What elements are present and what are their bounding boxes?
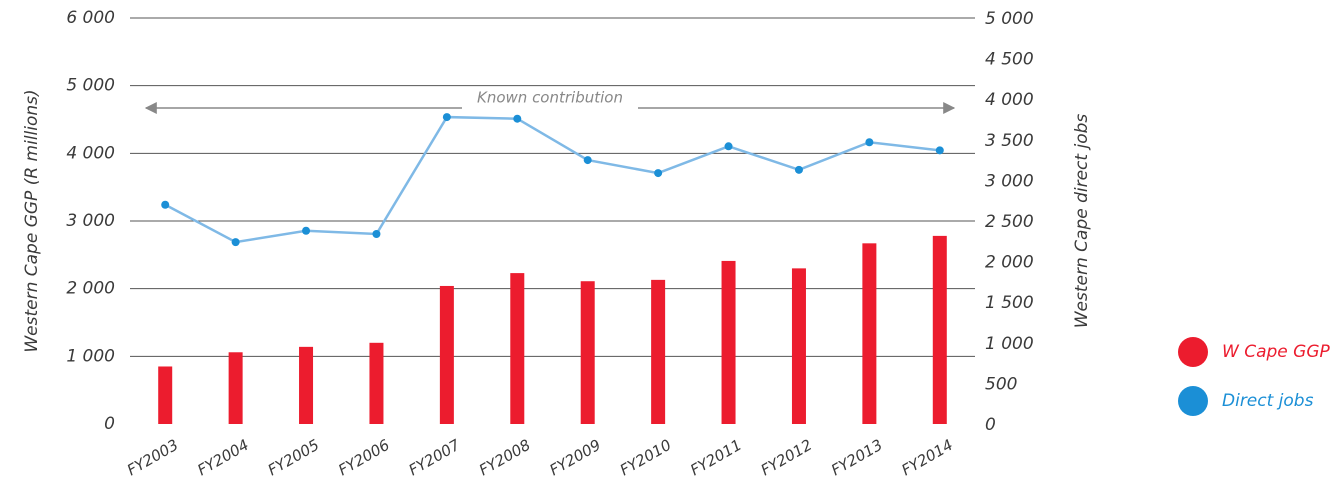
bar [862,243,877,424]
annotation-bg [462,88,638,110]
y-axis-label: Western Cape GGP (R millions) [22,89,42,352]
bar [228,352,243,424]
line-point [231,238,240,247]
bar [932,235,947,424]
legend-label: W Cape GGP [1222,342,1331,362]
y-tick-label: 6 000 [66,8,115,28]
bar [651,279,666,424]
x-tick-label: FY2005 [265,436,322,480]
line-point [794,165,803,174]
y2-tick-label: 2 500 [985,212,1034,232]
legend-swatch [1178,386,1208,416]
line-point [161,200,170,209]
line-point [583,156,592,165]
bar [510,273,525,424]
legend-label: Direct jobs [1222,391,1314,411]
bar [439,285,454,424]
x-tick-label: FY2007 [406,436,464,480]
bar [580,281,595,424]
line-point [865,138,874,147]
x-tick-label: FY2008 [476,436,533,480]
y2-tick-label: 3 000 [985,171,1034,191]
y2-tick-label: 1 500 [985,293,1034,313]
line [164,115,940,244]
y2-tick-label: 2 000 [985,253,1034,273]
y2-tick-label: 4 000 [985,90,1034,110]
y-tick-label: 5 000 [66,76,115,96]
line-point [372,229,381,238]
bar [721,260,736,424]
y2-tick-label: 3 500 [985,131,1034,151]
bar [299,346,314,424]
line-point [654,169,663,178]
line-point [513,114,522,123]
line-point [302,226,311,235]
y2-tick-label: 500 [985,374,1017,394]
y-tick-label: 4 000 [66,143,115,163]
annotation: Known contribution [477,89,623,107]
bar [158,366,173,424]
x-tick-label: FY2009 [546,436,603,480]
bar [791,268,806,424]
x-tick-label: FY2003 [124,436,181,480]
y2-tick-label: 1 000 [985,334,1034,354]
y2-tick-label: 0 [985,415,996,435]
y-tick-label: 1 000 [66,346,115,366]
x-tick-label: FY2014 [899,436,956,480]
legend-swatch [1178,337,1208,367]
y2-tick-label: 5 000 [985,9,1034,29]
line-point [442,113,451,122]
x-tick-label: FY2010 [617,436,674,480]
y-tick-label: 2 000 [66,279,115,299]
y2-tick-label: 4 500 [985,50,1034,70]
y-tick-label: 0 [104,414,115,434]
x-tick-label: FY2012 [758,436,815,480]
x-tick-label: FY2011 [687,436,744,480]
y2-axis-label: Western Cape direct jobs [1072,114,1092,329]
bar [369,342,384,424]
y-tick-label: 3 000 [66,211,115,231]
x-tick-label: FY2013 [828,436,885,480]
x-tick-label: FY2004 [194,436,251,480]
line-point [724,142,733,151]
x-tick-label: FY2006 [335,436,392,480]
line-point [935,146,944,155]
